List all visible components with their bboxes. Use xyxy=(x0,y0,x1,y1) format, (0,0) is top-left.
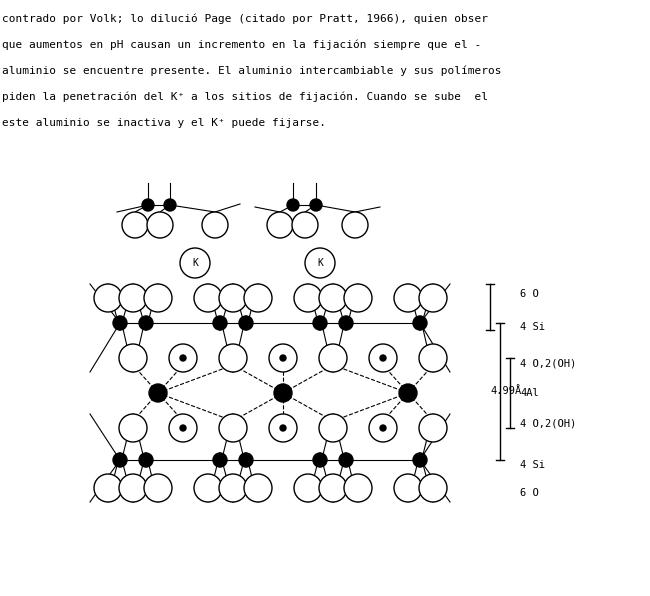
Circle shape xyxy=(313,453,327,467)
Circle shape xyxy=(164,199,176,211)
Circle shape xyxy=(94,284,122,312)
Circle shape xyxy=(119,344,147,372)
Circle shape xyxy=(280,355,286,361)
Circle shape xyxy=(369,344,397,372)
Circle shape xyxy=(239,453,253,467)
Circle shape xyxy=(139,453,153,467)
Circle shape xyxy=(319,284,347,312)
Circle shape xyxy=(413,453,427,467)
Circle shape xyxy=(294,474,322,502)
Circle shape xyxy=(344,474,372,502)
Circle shape xyxy=(305,248,335,278)
Circle shape xyxy=(144,474,172,502)
Circle shape xyxy=(313,316,327,330)
Circle shape xyxy=(294,284,322,312)
Circle shape xyxy=(194,474,222,502)
Circle shape xyxy=(119,284,147,312)
Circle shape xyxy=(274,384,292,402)
Circle shape xyxy=(399,384,417,402)
Circle shape xyxy=(113,453,127,467)
Text: aluminio se encuentre presente. El aluminio intercambiable y sus polímeros: aluminio se encuentre presente. El alumi… xyxy=(2,66,502,76)
Text: 4 O,2(OH): 4 O,2(OH) xyxy=(520,358,577,368)
Circle shape xyxy=(219,414,247,442)
Circle shape xyxy=(419,414,447,442)
Circle shape xyxy=(180,355,186,361)
Circle shape xyxy=(219,284,247,312)
Circle shape xyxy=(147,212,173,238)
Circle shape xyxy=(142,199,154,211)
Circle shape xyxy=(267,212,293,238)
Text: 4 Si: 4 Si xyxy=(520,322,545,332)
Circle shape xyxy=(119,414,147,442)
Circle shape xyxy=(122,212,148,238)
Circle shape xyxy=(169,344,197,372)
Circle shape xyxy=(394,474,422,502)
Circle shape xyxy=(342,212,368,238)
Text: K: K xyxy=(317,258,323,268)
Circle shape xyxy=(94,474,122,502)
Text: K: K xyxy=(192,258,198,268)
Circle shape xyxy=(244,474,272,502)
Circle shape xyxy=(119,474,147,502)
Circle shape xyxy=(194,284,222,312)
Circle shape xyxy=(113,316,127,330)
Circle shape xyxy=(339,316,353,330)
Circle shape xyxy=(419,284,447,312)
Circle shape xyxy=(139,316,153,330)
Circle shape xyxy=(219,344,247,372)
Circle shape xyxy=(280,425,286,431)
Circle shape xyxy=(319,414,347,442)
Circle shape xyxy=(149,384,167,402)
Circle shape xyxy=(344,284,372,312)
Text: 6 O: 6 O xyxy=(520,488,539,498)
Circle shape xyxy=(169,414,197,442)
Circle shape xyxy=(380,425,386,431)
Text: 4 Si: 4 Si xyxy=(520,460,545,470)
Circle shape xyxy=(213,453,227,467)
Circle shape xyxy=(319,474,347,502)
Text: piden la penetración del K⁺ a los sitios de fijación. Cuando se sube  el: piden la penetración del K⁺ a los sitios… xyxy=(2,92,488,103)
Circle shape xyxy=(419,344,447,372)
Text: 4 O,2(OH): 4 O,2(OH) xyxy=(520,418,577,428)
Circle shape xyxy=(339,453,353,467)
Text: que aumentos en pH causan un incremento en la fijación siempre que el -: que aumentos en pH causan un incremento … xyxy=(2,40,481,51)
Circle shape xyxy=(180,248,210,278)
Circle shape xyxy=(380,355,386,361)
Circle shape xyxy=(413,316,427,330)
Circle shape xyxy=(144,284,172,312)
Circle shape xyxy=(269,344,297,372)
Text: 6 O: 6 O xyxy=(520,289,539,299)
Text: 4Al: 4Al xyxy=(520,388,539,398)
Text: este aluminio se inactiva y el K⁺ puede fijarse.: este aluminio se inactiva y el K⁺ puede … xyxy=(2,118,326,128)
Circle shape xyxy=(244,284,272,312)
Circle shape xyxy=(419,474,447,502)
Circle shape xyxy=(369,414,397,442)
Text: contrado por Volk; lo dilució Page (citado por Pratt, 1966), quien obser: contrado por Volk; lo dilució Page (cita… xyxy=(2,14,488,24)
Circle shape xyxy=(202,212,228,238)
Circle shape xyxy=(180,425,186,431)
Circle shape xyxy=(394,284,422,312)
Circle shape xyxy=(292,212,318,238)
Circle shape xyxy=(239,316,253,330)
Circle shape xyxy=(269,414,297,442)
Circle shape xyxy=(219,474,247,502)
Circle shape xyxy=(287,199,299,211)
Text: 4.99Å: 4.99Å xyxy=(490,386,521,396)
Circle shape xyxy=(213,316,227,330)
Circle shape xyxy=(319,344,347,372)
Circle shape xyxy=(310,199,322,211)
